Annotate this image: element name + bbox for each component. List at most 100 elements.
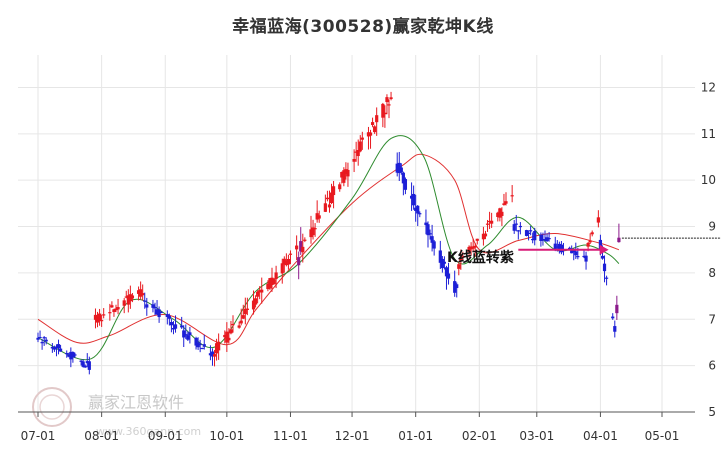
- candle-body: [69, 351, 73, 360]
- candle-body: [212, 354, 217, 357]
- candle-body: [200, 347, 204, 350]
- candle-body: [418, 213, 422, 215]
- candle-body: [270, 277, 274, 286]
- candle-body: [467, 246, 471, 252]
- candle-body: [159, 311, 163, 314]
- x-tick-label: 12-01: [335, 429, 370, 443]
- candle-body: [116, 307, 120, 310]
- candle-body: [360, 137, 364, 140]
- candle-body: [424, 222, 428, 226]
- candle-body: [487, 220, 492, 223]
- candle-body: [604, 277, 609, 279]
- candle-body: [42, 337, 46, 339]
- candle-body: [617, 237, 621, 243]
- candle-body: [502, 203, 506, 205]
- y-tick-label: 7: [708, 312, 716, 326]
- candle-body: [557, 243, 561, 251]
- candle-body: [71, 351, 75, 358]
- candle-body: [102, 314, 106, 316]
- candle-body: [229, 329, 233, 334]
- candle-body: [97, 313, 102, 321]
- candle-body: [442, 261, 447, 264]
- candle-body: [611, 316, 615, 319]
- candle-body: [600, 255, 605, 259]
- candle-body: [165, 314, 169, 318]
- candle-body: [588, 240, 592, 243]
- candle-body: [344, 169, 348, 174]
- y-tick-label: 12: [701, 80, 716, 94]
- candle-body: [194, 337, 198, 346]
- candle-body: [329, 192, 334, 204]
- candle-body: [461, 256, 465, 258]
- candle-body: [251, 300, 256, 310]
- candle-body: [309, 229, 313, 238]
- candle-body: [180, 325, 184, 328]
- candle-body: [412, 193, 416, 206]
- candle-body: [186, 335, 190, 340]
- candle-body: [130, 295, 135, 299]
- candle-body: [409, 195, 414, 199]
- candle-body: [112, 309, 116, 313]
- candle-body: [243, 308, 247, 315]
- candle-body: [504, 201, 508, 204]
- watermark-logo-inner-icon: [39, 394, 65, 420]
- candle-body: [225, 331, 229, 343]
- candle-body: [469, 246, 473, 250]
- candle-body: [395, 163, 399, 173]
- candle-body: [173, 324, 178, 329]
- candle-body: [385, 97, 389, 103]
- y-tick-label: 9: [708, 220, 716, 234]
- candle-body: [85, 361, 89, 364]
- candle-body: [342, 170, 346, 183]
- watermark: 赢家江恩软件 www.360gann.com: [32, 387, 201, 438]
- candle-body: [485, 223, 490, 225]
- candle-body: [572, 249, 576, 252]
- candle-body: [122, 300, 126, 306]
- candle-body: [582, 255, 586, 258]
- candle-body: [399, 167, 403, 173]
- candle-body: [574, 251, 578, 256]
- candle-body: [260, 289, 264, 293]
- candle-body: [227, 337, 231, 341]
- candle-body: [568, 247, 572, 250]
- candle-body: [453, 281, 457, 293]
- candle-body: [524, 230, 529, 236]
- annotation-arrow-head-icon: [599, 244, 609, 255]
- candle-body: [576, 256, 580, 258]
- y-tick-label: 8: [708, 266, 716, 280]
- candle-body: [366, 132, 371, 137]
- candle-body: [268, 278, 272, 289]
- candle-body: [370, 122, 375, 126]
- watermark-url: www.360gann.com: [96, 425, 201, 438]
- candle-body: [346, 169, 350, 177]
- candle-body: [83, 365, 87, 368]
- candle-body: [100, 320, 104, 322]
- candle-body: [481, 233, 486, 240]
- candle-body: [231, 323, 235, 326]
- candle-body: [288, 253, 293, 255]
- annotation-label: K线蓝转紫: [447, 249, 514, 266]
- x-tick-label: 09-01: [148, 429, 183, 443]
- candle-body: [182, 330, 186, 338]
- candle-body: [373, 126, 377, 133]
- x-tick-label: 04-01: [583, 429, 618, 443]
- candle-body: [331, 186, 336, 196]
- candle-body: [356, 150, 360, 157]
- candle-body: [266, 283, 270, 290]
- candle-body: [383, 112, 387, 115]
- candle-body: [438, 250, 442, 263]
- candle-body: [95, 316, 100, 323]
- candle-body: [354, 151, 358, 153]
- candle-body: [145, 304, 149, 308]
- x-tick-label: 11-01: [273, 429, 308, 443]
- candle-body: [36, 337, 40, 340]
- candle-body: [352, 158, 356, 162]
- candle-body: [295, 245, 299, 250]
- candle-body: [202, 344, 206, 347]
- candle-body: [483, 233, 488, 237]
- candle-body: [317, 215, 321, 219]
- candle-body: [340, 171, 344, 178]
- candle-body: [602, 263, 607, 272]
- candle-body: [196, 342, 200, 348]
